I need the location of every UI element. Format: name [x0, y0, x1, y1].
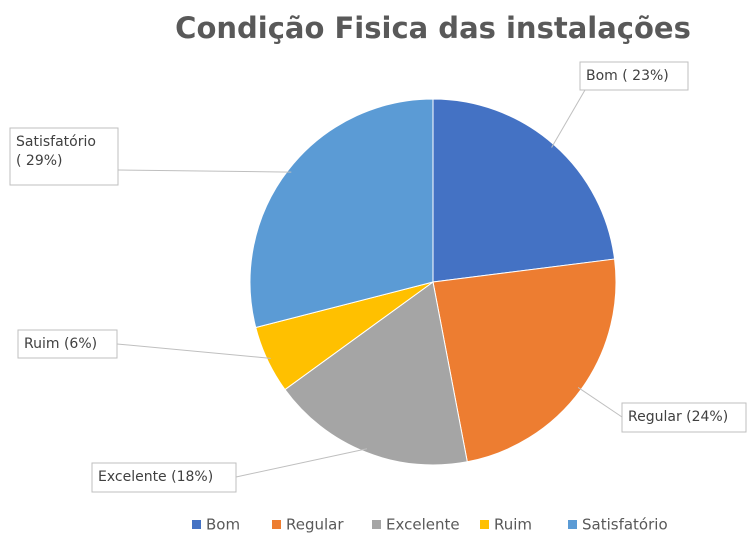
label-box	[621, 402, 747, 433]
leader-line	[116, 343, 271, 359]
legend-label: Regular	[286, 516, 344, 534]
legend-swatch	[480, 520, 489, 529]
legend-label: Bom	[206, 516, 240, 534]
legend-label: Satisfatório	[582, 516, 668, 534]
data-label: Bom ( 23%)	[586, 68, 669, 84]
data-label: Regular (24%)	[628, 409, 728, 425]
data-label: Excelente (18%)	[98, 469, 213, 485]
label-box	[17, 329, 118, 359]
leader-line	[117, 169, 292, 173]
leader-line	[577, 386, 623, 418]
label-box	[9, 127, 119, 186]
leader-line	[551, 89, 586, 148]
chart-title: Condição Fisica das instalações	[175, 11, 691, 45]
legend-swatch	[272, 520, 281, 529]
label-box	[91, 462, 237, 493]
legend-label: Ruim	[494, 516, 532, 534]
legend-swatch	[372, 520, 381, 529]
data-label: Satisfatório( 29%)	[16, 134, 96, 169]
pie-slice	[432, 98, 616, 283]
data-label: Ruim (6%)	[24, 336, 97, 352]
leader-line	[235, 448, 368, 478]
legend-label: Excelente	[386, 516, 460, 534]
legend-swatch	[568, 520, 577, 529]
label-box	[579, 61, 689, 91]
pie-slice	[249, 98, 434, 329]
legend-swatch	[192, 520, 201, 529]
pie-slice	[284, 281, 468, 466]
